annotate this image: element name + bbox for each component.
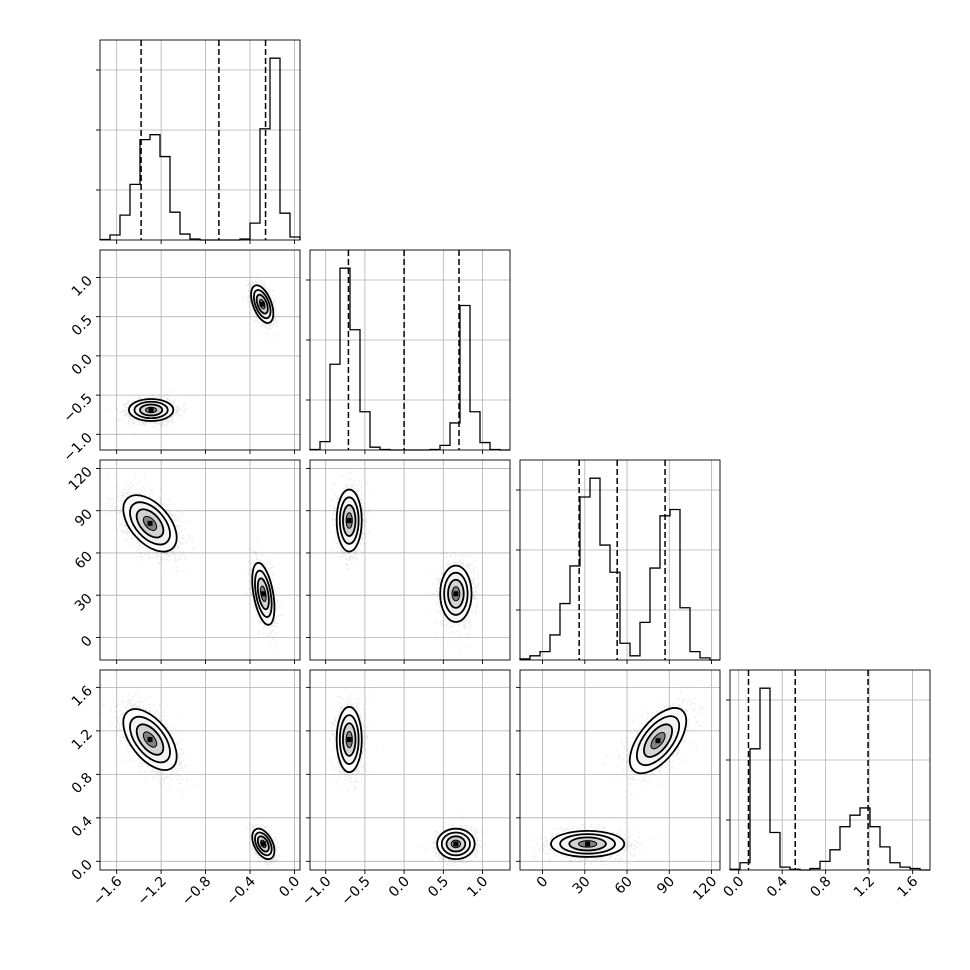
x-tick-label: 0.0 (720, 874, 747, 901)
histogram-step (99, 57, 301, 241)
x-tick-label: 0 (534, 874, 552, 892)
histogram-step (309, 267, 510, 451)
y-tick-label: −1.0 (60, 430, 95, 465)
x-tick-label: 1.0 (464, 874, 491, 901)
scatter-points (532, 680, 706, 866)
y-tick-label: 1.6 (69, 683, 96, 710)
x-tick-label: 1.6 (894, 873, 921, 900)
density-peak (585, 841, 591, 847)
scatter-panel-2-0: 0 30 60 90 120 (66, 459, 301, 664)
scatter-points (329, 460, 481, 652)
density-peak (346, 518, 352, 524)
x-tick-label: 0.0 (386, 874, 413, 901)
x-tick-label: 120 (690, 874, 720, 904)
density-peak (260, 841, 266, 847)
histogram-panel-1 (306, 249, 511, 454)
scatter-panel-2-1 (306, 459, 511, 664)
density-peak (259, 301, 265, 307)
y-tick-label: 90 (72, 506, 96, 530)
x-tick-label: −1.2 (135, 874, 170, 909)
panel-frame (99, 249, 301, 451)
y-tick-label: 0.0 (69, 351, 96, 378)
panel-frame (99, 669, 301, 871)
density-peak (260, 591, 266, 597)
y-tick-label: 0.8 (69, 770, 96, 797)
x-tick-label: 0.4 (764, 873, 791, 900)
y-tick-label: 0.5 (69, 312, 96, 339)
density-peak (453, 841, 459, 847)
density-peak (346, 737, 352, 743)
density-peak (655, 738, 661, 744)
scatter-panel-1-0: −1.0 −0.5 0.0 0.5 1.0 (60, 249, 301, 465)
x-tick-label: −1.6 (90, 873, 125, 908)
y-tick-label: 120 (66, 464, 96, 494)
scatter-panel-3-1: −1.0 −0.5 0.0 0.5 1.0 (299, 669, 511, 909)
scatter-points (100, 684, 281, 867)
scatter-points (329, 687, 489, 870)
panel-frame (519, 459, 721, 661)
density-peak (147, 520, 153, 526)
y-tick-label: 30 (72, 591, 96, 615)
panel-frame (729, 669, 931, 871)
panel-frame (309, 669, 511, 871)
x-tick-label: −0.4 (223, 873, 258, 908)
x-tick-label: 60 (612, 874, 636, 898)
histogram-step (519, 477, 720, 661)
scatter-panel-3-0: −1.6 −1.2 −0.8 −0.4 0.00.00.40.81.21.6 (69, 669, 303, 909)
panel-frame (99, 39, 301, 241)
x-tick-label: −0.8 (179, 874, 214, 909)
scatter-points (106, 275, 281, 435)
x-tick-label: 0.8 (807, 874, 834, 901)
y-tick-label: 0 (78, 633, 96, 651)
x-tick-label: −0.5 (338, 874, 373, 909)
panel-frame (309, 459, 511, 661)
histogram-panel-0 (96, 39, 301, 244)
density-peak (148, 407, 154, 413)
scatter-panel-3-2: 0 30 60 90 120 (516, 669, 721, 904)
scatter-points (107, 474, 283, 654)
histogram-panel-3: 0.0 0.4 0.8 1.2 1.6 (720, 669, 931, 901)
panel-frame (99, 459, 301, 661)
y-tick-label: −0.5 (60, 391, 95, 426)
density-peak (453, 591, 459, 597)
histogram-panel-2 (516, 459, 721, 664)
panel-frame (519, 669, 721, 871)
x-tick-label: 1.2 (851, 874, 878, 901)
y-tick-label: 1.2 (69, 726, 96, 753)
y-tick-label: 0.4 (69, 813, 96, 840)
x-tick-label: −1.0 (299, 874, 334, 909)
x-tick-label: 0.5 (425, 874, 452, 901)
density-peak (147, 737, 153, 743)
x-tick-label: 90 (654, 874, 678, 898)
y-tick-label: 1.0 (69, 273, 96, 300)
y-tick-label: 60 (72, 548, 96, 572)
histogram-step (729, 687, 930, 871)
panel-frame (309, 249, 511, 451)
y-tick-label: 0.0 (69, 857, 96, 884)
x-tick-label: 30 (570, 874, 594, 898)
